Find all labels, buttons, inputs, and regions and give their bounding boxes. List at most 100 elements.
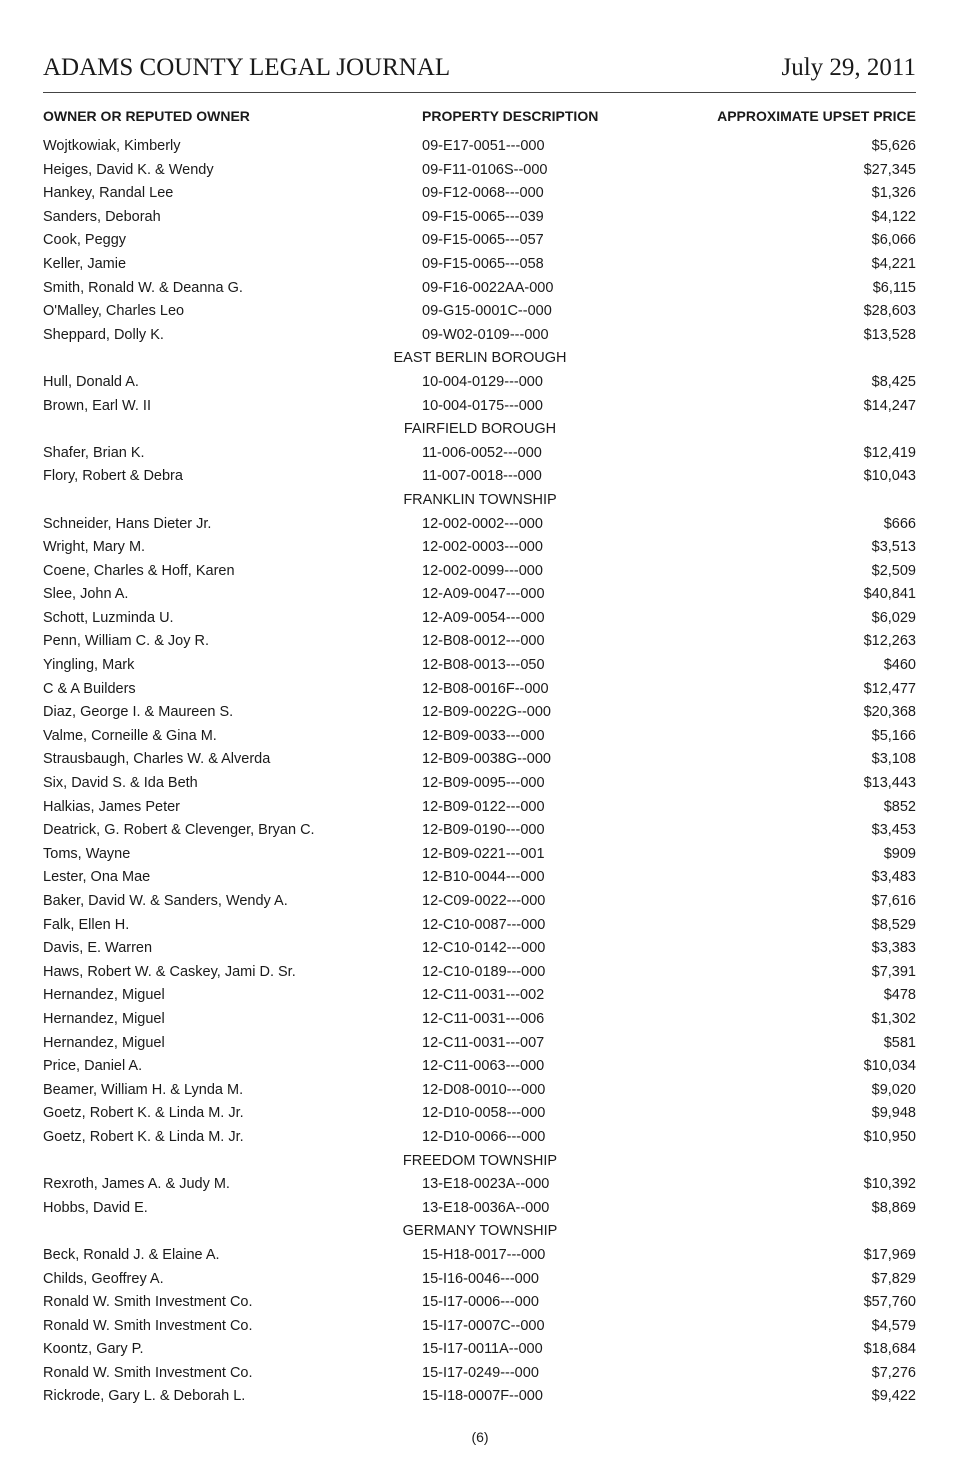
table-row: Deatrick, G. Robert & Clevenger, Bryan C… [0, 819, 960, 843]
property-id: 09-E17-0051---000 [422, 138, 545, 154]
owner-name: Hull, Donald A. [43, 373, 139, 390]
table-row: Childs, Geoffrey A. 15-I16-0046---000 $7,8… [0, 1268, 960, 1292]
property-id: 09-F12-0068---000 [422, 185, 544, 202]
owner-name: Toms, Wayne [43, 845, 131, 862]
owner-name: Valme, Corneille & Gina M. [43, 727, 217, 744]
owner-name: Ronald W. Smith Investment Co. [43, 1317, 253, 1334]
property-id: 12-D10-0058---000 [422, 1105, 546, 1122]
owner-name: Schneider, Hans Dieter Jr. [43, 515, 212, 532]
property-id: 12-C11-0031---006 [422, 1010, 545, 1027]
owner-name: Keller, Jamie [43, 255, 127, 272]
property-id: 12-B08-0012---000 [422, 633, 545, 650]
table-row: Coene, Charles & Hoff, Karen 12-002-0099-… [0, 560, 960, 584]
upset-price: $3,108 [871, 751, 916, 768]
owner-name: Ronald W. Smith Investment Co. [43, 1294, 253, 1311]
property-id: 12-A09-0054---000 [422, 609, 545, 626]
owner-name: Heiges, David K. & Wendy [43, 161, 214, 178]
property-id: 09-F15-0065---057 [422, 232, 544, 249]
upset-price: $852 [883, 798, 916, 815]
owner-name: Haws, Robert W. & Caskey, Jami D. Sr. [43, 963, 296, 980]
table-row: Halkias, James Peter 12-B09-0122---000 $85… [0, 796, 960, 820]
upset-price: $8,529 [871, 916, 916, 933]
table-row: Rexroth, James A. & Judy M. 13-E18-0023A-… [0, 1173, 960, 1197]
owner-name: Falk, Ellen H. [43, 916, 130, 933]
upset-price: $7,616 [871, 893, 916, 909]
property-id: 12-B08-0013---050 [422, 657, 545, 674]
property-id: 12-B09-0122---000 [422, 798, 545, 815]
municipality-heading: FRANKLIN TOWNSHIP [403, 491, 557, 508]
owner-name: Wojtkowiak, Kimberly [43, 138, 181, 154]
upset-price: $3,453 [871, 822, 916, 839]
upset-price: $666 [883, 515, 916, 532]
owner-name: Shafer, Brian K. [43, 444, 145, 461]
table-row: Wright, Mary M. 12-002-0003---000 $3,513 [0, 536, 960, 560]
owner-name: Childs, Geoffrey A. [43, 1270, 164, 1287]
table-row: Toms, Wayne 12-B09-0221---001 $909 [0, 843, 960, 867]
owner-name: Slee, John A. [43, 586, 129, 603]
owner-name: Goetz, Robert K. & Linda M. Jr. [43, 1105, 244, 1122]
table-row: Goetz, Robert K. & Linda M. Jr. 12-D10-00… [0, 1126, 960, 1150]
municipality-heading: FAIRFIELD BOROUGH [403, 421, 557, 438]
owner-name: Six, David S. & Ida Beth [43, 775, 198, 792]
table-row: Hernandez, Miguel 12-C11-0031---006 $1,302 [0, 1008, 960, 1032]
property-id: 12-D10-0066---000 [422, 1128, 546, 1145]
section-heading-row: EAST BERLIN BOROUGH [0, 347, 960, 371]
table-row: Hobbs, David E. 13-E18-0036A--000 $8,869 [0, 1197, 960, 1221]
table-row: Beck, Ronald J. & Elaine A. 15-H18-0017--… [0, 1244, 960, 1268]
table-row: Six, David S. & Ida Beth 12-B09-0095---00… [0, 772, 960, 796]
upset-price: $13,443 [863, 775, 916, 792]
upset-price: $9,020 [871, 1081, 916, 1098]
table-row: Schott, Luzminda U. 12-A09-0054---000 $6,0… [0, 607, 960, 631]
owner-name: Koontz, Gary P. [43, 1341, 144, 1358]
owner-name: Ronald W. Smith Investment Co. [43, 1364, 253, 1381]
upset-price: $10,043 [863, 468, 916, 485]
property-id: 13-E18-0023A--000 [422, 1176, 550, 1193]
table-row: Smith, Ronald W. & Deanna G. 09-F16-0022A… [0, 277, 960, 301]
table-row: Beamer, William H. & Lynda M. 12-D08-0010… [0, 1079, 960, 1103]
upset-price: $4,579 [871, 1317, 916, 1334]
owner-name: Wright, Mary M. [43, 539, 146, 556]
owner-name: Rickrode, Gary L. & Deborah L. [43, 1388, 246, 1405]
upset-price: $3,383 [871, 940, 916, 957]
table-row: Diaz, George I. & Maureen S. 12-B09-0022G… [0, 701, 960, 725]
property-id: 12-002-0099---000 [422, 562, 543, 579]
table-row: Falk, Ellen H. 12-C10-0087---000 $8,529 [0, 914, 960, 938]
upset-price: $460 [883, 657, 916, 674]
masthead: ADAMS COUNTY LEGAL JOURNAL July 29, 2011 [43, 54, 916, 93]
property-id: 11-006-0052---000 [422, 444, 542, 461]
property-id: 15-I18-0007F--000 [422, 1388, 543, 1405]
upset-price: $7,276 [871, 1364, 916, 1381]
upset-price: $7,391 [871, 963, 916, 980]
upset-price: $9,422 [871, 1388, 916, 1405]
table-row: Brown, Earl W. II 10-004-0175---000 $14,24… [0, 395, 960, 419]
property-id: 12-C11-0063---000 [422, 1058, 545, 1075]
column-header-property: PROPERTY DESCRIPTION [422, 108, 599, 124]
property-id: 09-F15-0065---058 [422, 255, 544, 272]
owner-name: Baker, David W. & Sanders, Wendy A. [43, 893, 288, 909]
table-row: Schneider, Hans Dieter Jr. 12-002-0002---… [0, 513, 960, 537]
municipality-heading: GERMANY TOWNSHIP [402, 1223, 558, 1240]
property-id: 12-C10-0087---000 [422, 916, 546, 933]
property-id: 09-F16-0022AA-000 [422, 279, 554, 296]
upset-price: $3,483 [871, 869, 916, 886]
table-row: Sanders, Deborah 09-F15-0065---039 $4,122 [0, 206, 960, 230]
page-number: (6) [471, 1429, 489, 1445]
property-id: 11-007-0018---000 [422, 468, 542, 485]
property-id: 12-B09-0022G--000 [422, 704, 551, 721]
owner-name: Hernandez, Miguel [43, 987, 165, 1004]
upset-price: $6,115 [872, 279, 916, 296]
upset-price: $12,419 [863, 444, 916, 461]
upset-price: $5,166 [871, 727, 916, 744]
property-id: 12-002-0003---000 [422, 539, 543, 556]
owner-name: Flory, Robert & Debra [43, 468, 183, 485]
upset-price: $13,528 [863, 326, 916, 343]
owner-name: Deatrick, G. Robert & Clevenger, Bryan C… [43, 822, 315, 839]
upset-price: $581 [883, 1034, 916, 1051]
upset-price: $4,221 [871, 255, 916, 272]
table-row: Goetz, Robert K. & Linda M. Jr. 12-D10-00… [0, 1102, 960, 1126]
table-row: Hernandez, Miguel 12-C11-0031---002 $478 [0, 984, 960, 1008]
property-id: 10-004-0175---000 [422, 397, 543, 414]
property-id: 12-002-0002---000 [422, 515, 543, 532]
property-id: 12-B09-0221---001 [422, 845, 545, 862]
table-row: Heiges, David K. & Wendy 09-F11-0106S--00… [0, 159, 960, 183]
